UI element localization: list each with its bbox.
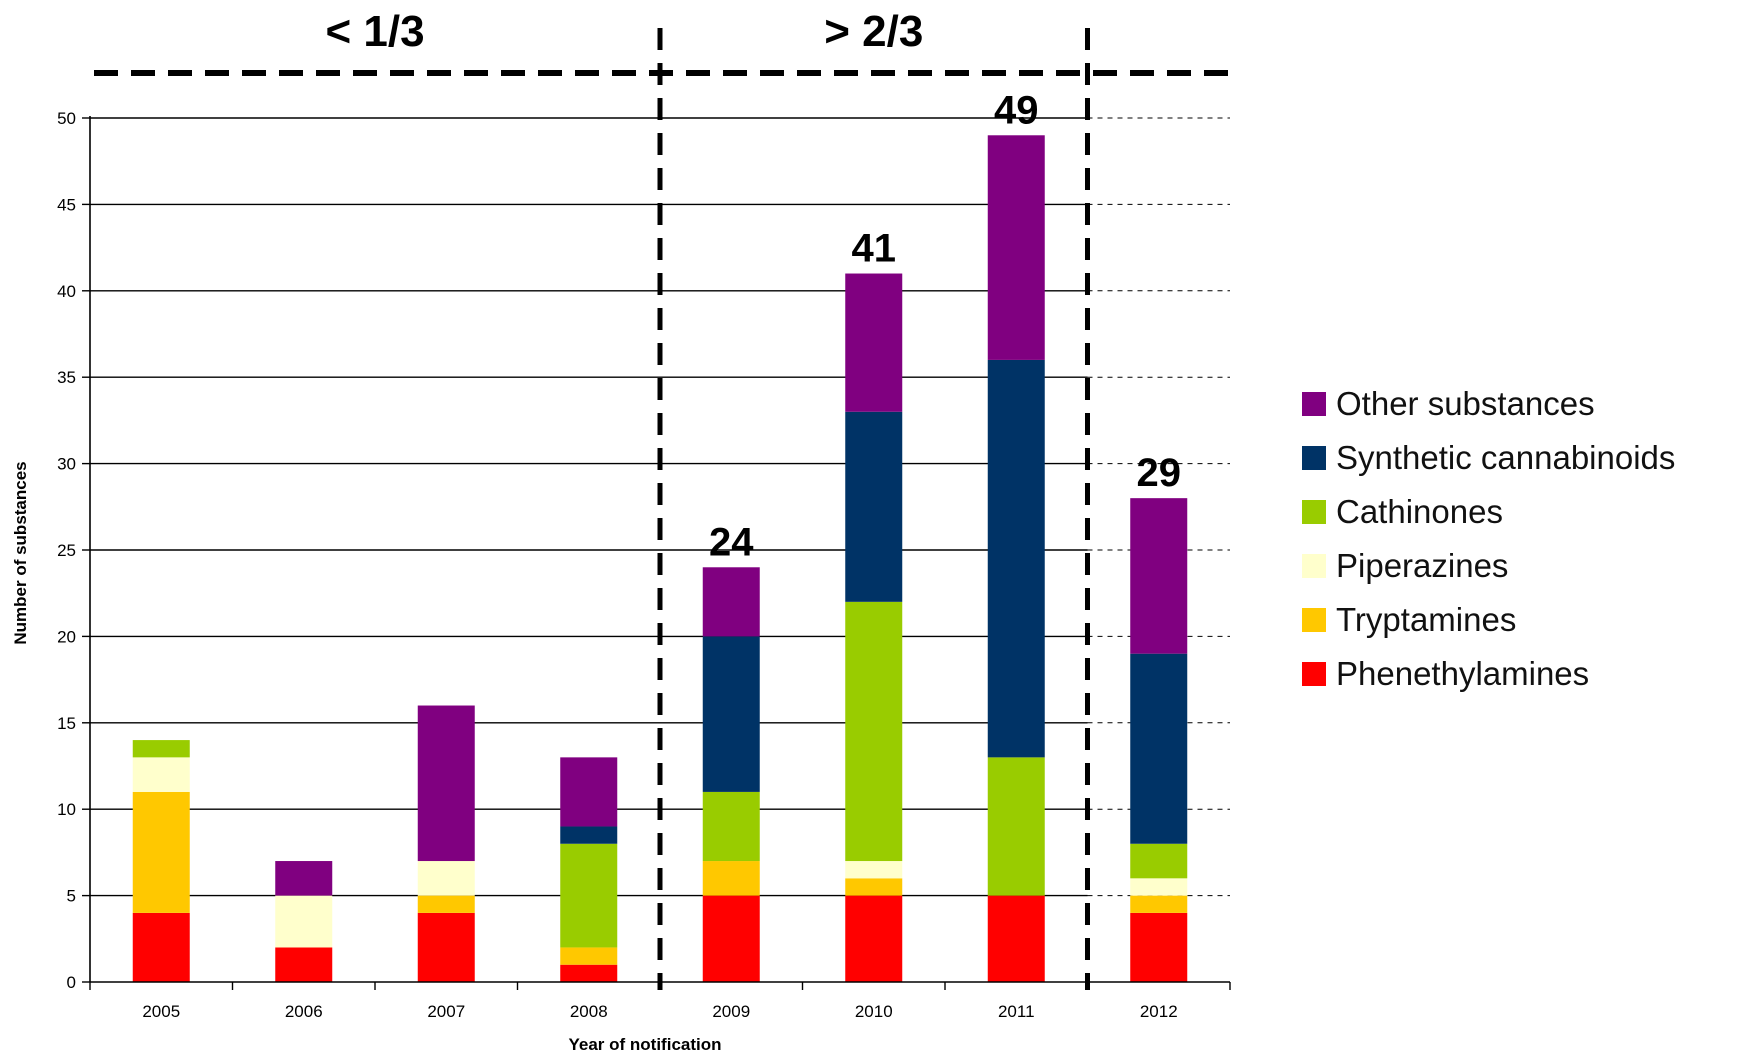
x-tick-label: 2006	[285, 1002, 323, 1021]
bar-segment-cathinones	[702, 791, 760, 862]
legend-label: Tryptamines	[1336, 601, 1516, 638]
legend-swatch	[1302, 392, 1326, 416]
bar-segment-synthetic-cannabinoids	[987, 359, 1045, 758]
x-tick-label: 2011	[998, 1002, 1035, 1021]
y-tick-label: 0	[67, 973, 76, 992]
legend-label: Other substances	[1336, 385, 1595, 422]
labels: 0 5 10 15 20 25 30 35 40 45 50 2005 2006 2007 2008 2009…	[57, 7, 1181, 1021]
bar-total-label: 29	[1137, 451, 1182, 495]
bar-segment-phenethylamines	[275, 947, 333, 982]
period-label: < 1/3	[325, 7, 424, 56]
legend: Other substances Synthetic cannabinoids Ca…	[1302, 385, 1675, 692]
bar-segment-piperazines	[417, 861, 475, 896]
legend-swatch	[1302, 554, 1326, 578]
bar-segment-piperazines	[275, 895, 333, 948]
bar-segment-piperazines	[132, 757, 190, 792]
x-axis-title: Year of notification	[568, 1035, 721, 1054]
x-tick-label: 2008	[570, 1002, 608, 1021]
bar-segment-cathinones	[132, 740, 190, 758]
legend-swatch	[1302, 446, 1326, 470]
x-tick-label: 2009	[712, 1002, 750, 1021]
bar-segment-other-substances	[702, 567, 760, 637]
x-tick-label: 2007	[427, 1002, 465, 1021]
bar-segment-phenethylamines	[987, 895, 1045, 982]
bar-segment-other-substances	[1130, 498, 1188, 654]
bar-segment-synthetic-cannabinoids	[560, 826, 618, 844]
bar-segment-phenethylamines	[417, 912, 475, 982]
bar-segment-cathinones	[1130, 843, 1188, 879]
bar-segment-synthetic-cannabinoids	[845, 411, 903, 602]
bar-segment-synthetic-cannabinoids	[1130, 653, 1188, 844]
bar-segment-piperazines	[1130, 878, 1188, 896]
bar-segment-other-substances	[560, 757, 618, 827]
bar-total-label: 41	[852, 227, 897, 271]
bar-segment-tryptamines	[1130, 895, 1188, 913]
bar-segment-other-substances	[845, 273, 903, 412]
bar-segment-other-substances	[275, 861, 333, 896]
x-tick-label: 2005	[142, 1002, 180, 1021]
y-tick-label: 10	[57, 800, 76, 819]
bar-segment-other-substances	[987, 135, 1045, 360]
legend-swatch	[1302, 608, 1326, 632]
y-tick-label: 40	[57, 282, 76, 301]
bar-segment-tryptamines	[417, 895, 475, 913]
bar-total-label: 49	[994, 88, 1039, 132]
y-tick-label: 30	[57, 455, 76, 474]
bar-segment-phenethylamines	[702, 895, 760, 982]
bar-segment-phenethylamines	[845, 895, 903, 982]
y-tick-label: 20	[57, 627, 76, 646]
bar-segment-piperazines	[845, 861, 903, 879]
bar-segment-cathinones	[987, 757, 1045, 896]
period-dividers	[94, 28, 1230, 990]
bar-segment-phenethylamines	[132, 912, 190, 982]
bar-segment-tryptamines	[560, 947, 618, 965]
y-axis-title: Number of substances	[11, 461, 30, 644]
bars	[132, 135, 1188, 982]
legend-label: Phenethylamines	[1336, 655, 1589, 692]
bar-segment-phenethylamines	[560, 964, 618, 982]
legend-label: Synthetic cannabinoids	[1336, 439, 1675, 476]
bar-segment-tryptamines	[702, 861, 760, 896]
y-tick-label: 35	[57, 368, 76, 387]
y-tick-label: 50	[57, 109, 76, 128]
axes	[82, 116, 1231, 990]
bar-segment-tryptamines	[845, 878, 903, 896]
legend-swatch	[1302, 662, 1326, 686]
period-label: > 2/3	[824, 7, 923, 56]
bar-segment-synthetic-cannabinoids	[702, 636, 760, 792]
y-tick-label: 15	[57, 714, 76, 733]
x-tick-label: 2012	[1140, 1002, 1178, 1021]
x-tick-label: 2010	[855, 1002, 893, 1021]
bar-segment-cathinones	[845, 601, 903, 862]
bar-segment-other-substances	[417, 705, 475, 862]
legend-label: Piperazines	[1336, 547, 1508, 584]
bar-total-label: 24	[709, 520, 754, 564]
bar-segment-phenethylamines	[1130, 912, 1188, 982]
y-tick-label: 25	[57, 541, 76, 560]
bar-segment-cathinones	[560, 843, 618, 948]
bar-segment-tryptamines	[132, 791, 190, 913]
y-tick-label: 5	[67, 887, 76, 906]
y-tick-label: 45	[57, 195, 76, 214]
legend-swatch	[1302, 500, 1326, 524]
legend-label: Cathinones	[1336, 493, 1503, 530]
